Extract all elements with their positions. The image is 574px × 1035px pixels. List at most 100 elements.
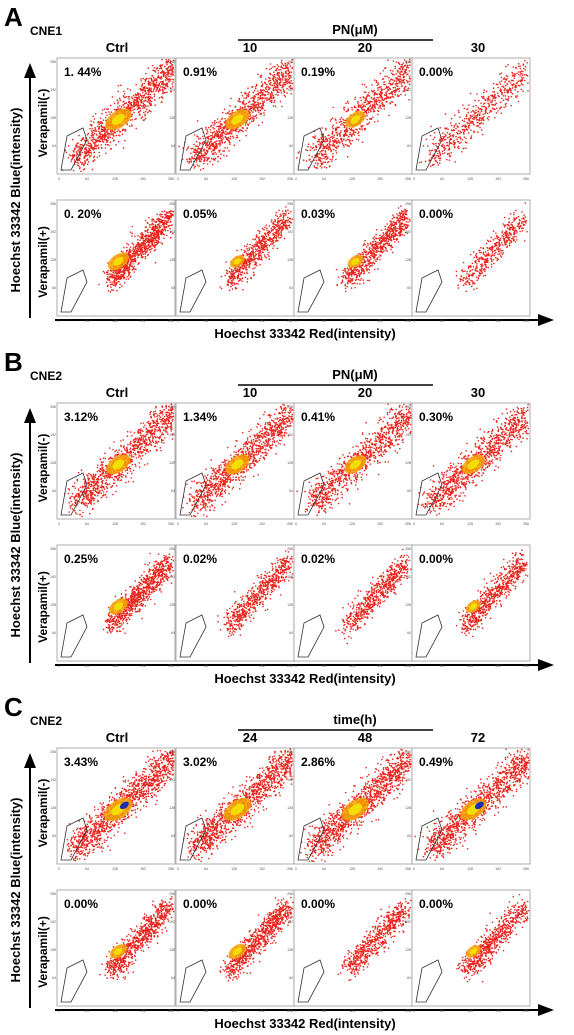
x-tick-label: 64 bbox=[204, 664, 208, 668]
side-population-percentage: 0.00% bbox=[183, 897, 217, 911]
y-tick-label: 64 bbox=[407, 144, 411, 148]
panel-a: A CNE1 PN(μM) Ctrl 10 20 30 Hoechst 33342 Blue(… bbox=[4, 2, 554, 341]
y-tick-label: 192 bbox=[405, 575, 411, 579]
side-population-gate bbox=[179, 614, 207, 658]
x-tick-label: 64 bbox=[440, 1009, 444, 1013]
x-tick-label: 0 bbox=[58, 867, 60, 871]
y-tick-label: 128 bbox=[50, 258, 56, 262]
y-tick-label: 256 bbox=[287, 60, 293, 64]
y-tick-label: 64 bbox=[289, 489, 293, 493]
x-tick-label: 256 bbox=[168, 867, 174, 871]
x-axis-arrowhead bbox=[538, 659, 554, 671]
y-tick-label: 128 bbox=[169, 461, 175, 465]
density-peak bbox=[474, 801, 484, 810]
x-tick-label: 256 bbox=[405, 1009, 411, 1013]
y-tick-label: 256 bbox=[287, 547, 293, 551]
y-tick-label: 192 bbox=[169, 433, 175, 437]
y-tick-label: 192 bbox=[50, 575, 56, 579]
x-tick-label: 64 bbox=[440, 177, 444, 181]
x-tick-label: 192 bbox=[495, 867, 501, 871]
y-tick-label: 256 bbox=[405, 892, 411, 896]
x-tick-label: 192 bbox=[140, 319, 146, 323]
x-tick-label: 192 bbox=[140, 177, 146, 181]
x-tick-label: 64 bbox=[204, 867, 208, 871]
x-tick-label: 256 bbox=[168, 1009, 174, 1013]
x-tick-label: 0 bbox=[295, 522, 297, 526]
y-tick-label: 64 bbox=[407, 834, 411, 838]
side-population-percentage: 3.02% bbox=[183, 755, 217, 769]
side-population-percentage: 0.19% bbox=[301, 65, 335, 79]
side-population-percentage: 2.86% bbox=[301, 755, 335, 769]
side-population-gate bbox=[179, 127, 207, 171]
scatter-plot: 0 64 64 128 128 192 192 256 256 0.00% bbox=[405, 544, 531, 668]
x-tick-label: 256 bbox=[523, 1009, 529, 1013]
side-population-percentage: 0.00% bbox=[419, 552, 453, 566]
x-tick-label: 256 bbox=[287, 522, 293, 526]
x-tick-label: 128 bbox=[231, 1009, 237, 1013]
x-tick-label: 128 bbox=[349, 177, 355, 181]
side-population-percentage: 1. 44% bbox=[64, 65, 102, 79]
x-tick-label: 128 bbox=[467, 319, 473, 323]
density-hot bbox=[469, 948, 478, 955]
x-tick-label: 256 bbox=[405, 867, 411, 871]
x-tick-label: 0 bbox=[413, 177, 415, 181]
y-tick-label: 256 bbox=[287, 750, 293, 754]
y-tick-label: 256 bbox=[405, 750, 411, 754]
y-tick-label: 128 bbox=[287, 806, 293, 810]
y-tick-label: 192 bbox=[169, 778, 175, 782]
side-population-percentage: 0. 20% bbox=[64, 207, 102, 221]
x-tick-label: 0 bbox=[177, 522, 179, 526]
x-tick-label: 256 bbox=[287, 319, 293, 323]
x-tick-label: 128 bbox=[231, 867, 237, 871]
side-population-gate bbox=[179, 817, 207, 861]
y-tick-label: 64 bbox=[289, 144, 293, 148]
x-axis-arrowhead bbox=[538, 314, 554, 326]
x-axis-title: Hoechst 33342 Red(intensity) bbox=[214, 671, 395, 686]
y-axis-title: Hoechst 33342 Blue(intensity) bbox=[8, 798, 23, 983]
x-tick-label: 0 bbox=[58, 319, 60, 323]
y-axis-title: Hoechst 33342 Blue(intensity) bbox=[8, 453, 23, 638]
side-population-gate bbox=[297, 817, 325, 861]
x-tick-label: 256 bbox=[168, 522, 174, 526]
scatter-plot: 0 64 64 128 128 192 192 256 256 3.43% bbox=[50, 747, 176, 871]
density-hot bbox=[350, 115, 361, 124]
cell-line-label: CNE2 bbox=[30, 714, 62, 728]
row-label: Verapamil(-) bbox=[36, 434, 50, 503]
x-tick-label: 0 bbox=[177, 1009, 179, 1013]
density-hot bbox=[232, 947, 242, 956]
column-label: 72 bbox=[471, 730, 485, 745]
x-tick-label: 256 bbox=[287, 1009, 293, 1013]
y-tick-label: 64 bbox=[171, 489, 175, 493]
y-tick-label: 192 bbox=[50, 778, 56, 782]
x-tick-label: 0 bbox=[295, 177, 297, 181]
scatter-plot: 0 64 64 128 128 192 192 256 256 0.30% bbox=[405, 402, 531, 526]
x-tick-label: 128 bbox=[349, 664, 355, 668]
y-tick-label: 256 bbox=[169, 892, 175, 896]
density-peak bbox=[119, 801, 129, 810]
y-tick-label: 192 bbox=[50, 88, 56, 92]
y-tick-label: 256 bbox=[50, 892, 56, 896]
column-label: 30 bbox=[471, 40, 485, 55]
density-hot bbox=[230, 803, 245, 816]
x-tick-label: 256 bbox=[405, 664, 411, 668]
y-tick-label: 256 bbox=[169, 547, 175, 551]
y-tick-label: 192 bbox=[287, 230, 293, 234]
side-population-gate bbox=[297, 269, 325, 313]
x-tick-label: 128 bbox=[112, 177, 118, 181]
y-tick-label: 64 bbox=[171, 976, 175, 980]
y-tick-label: 256 bbox=[50, 547, 56, 551]
y-tick-label: 192 bbox=[287, 433, 293, 437]
scatter-plot: 0 64 64 128 128 192 192 256 256 3.02% bbox=[169, 747, 295, 871]
x-tick-label: 256 bbox=[523, 177, 529, 181]
density-hot bbox=[348, 803, 363, 816]
column-label: Ctrl bbox=[106, 40, 128, 55]
x-tick-label: 256 bbox=[287, 177, 293, 181]
y-tick-label: 64 bbox=[289, 631, 293, 635]
x-tick-label: 192 bbox=[495, 319, 501, 323]
y-tick-label: 192 bbox=[405, 778, 411, 782]
x-tick-label: 128 bbox=[231, 177, 237, 181]
y-axis-arrowhead bbox=[24, 753, 36, 768]
column-label: 48 bbox=[358, 730, 372, 745]
density-hot bbox=[113, 257, 124, 266]
x-tick-label: 0 bbox=[177, 664, 179, 668]
